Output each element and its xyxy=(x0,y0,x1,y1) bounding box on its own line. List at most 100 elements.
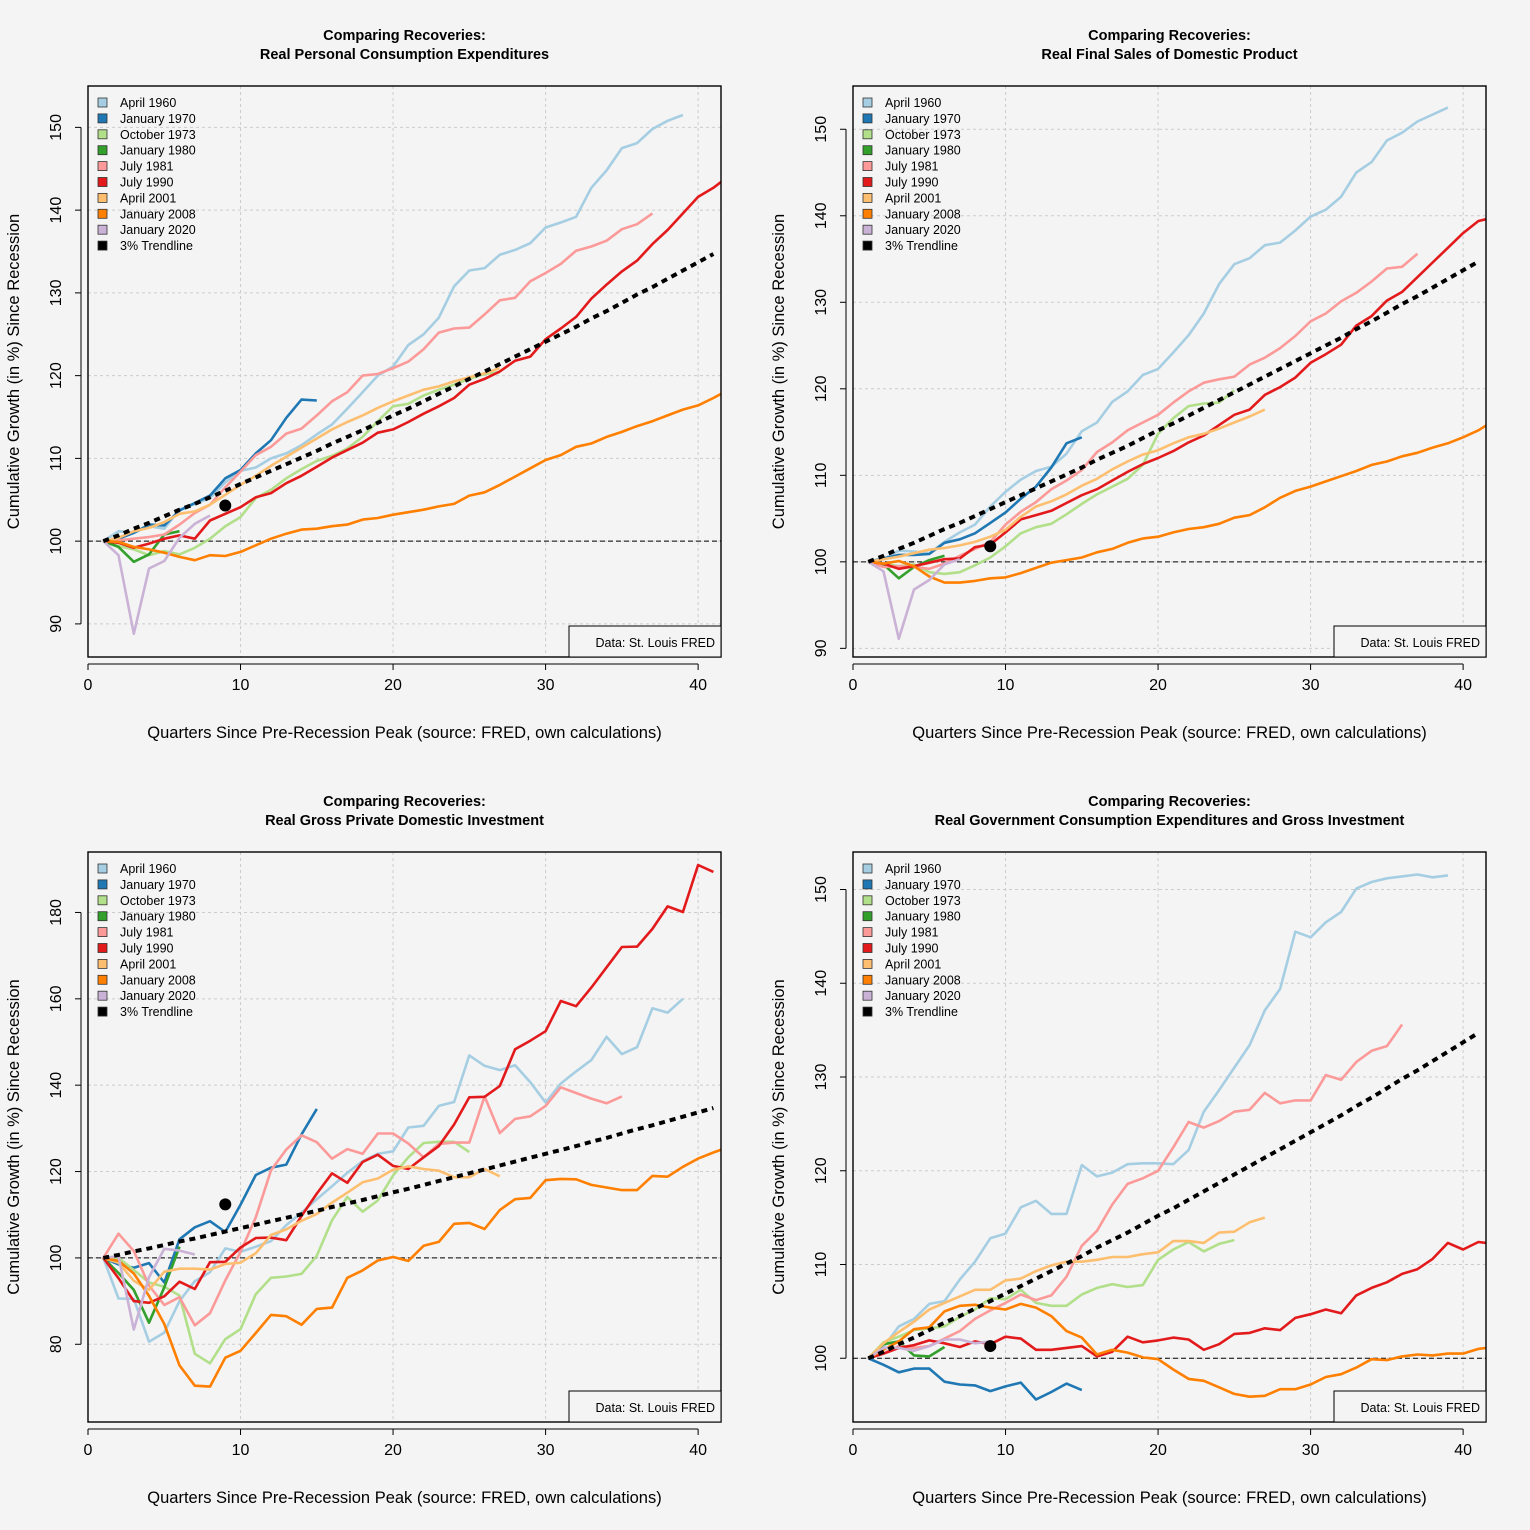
y-tick-label: 120 xyxy=(813,375,830,402)
y-tick-label: 100 xyxy=(48,1244,65,1271)
y-tick-label: 160 xyxy=(48,985,65,1012)
x-tick-label: 0 xyxy=(849,1442,858,1459)
legend-swatch-jul1990 xyxy=(97,943,108,953)
y-tick-label: 100 xyxy=(813,548,830,575)
x-axis: 0 10 20 30 40 xyxy=(84,663,707,694)
series-line-trend xyxy=(867,259,1480,564)
legend-swatch-jan1970 xyxy=(862,113,873,124)
legend-label-jan2020: January 2020 xyxy=(885,223,961,237)
legend-swatch-jul1981 xyxy=(97,161,108,172)
series-line-jul1990 xyxy=(102,863,714,1305)
legend-label-apr2001: April 2001 xyxy=(120,957,176,971)
y-tick-label: 120 xyxy=(48,1158,65,1185)
legend-label-jan2008: January 2008 xyxy=(885,207,961,221)
plot-frame xyxy=(87,851,722,1423)
series-line-jan1970 xyxy=(867,1357,1083,1401)
legend: April 1960 January 1970 October 1973 Januar… xyxy=(862,862,961,1019)
legend-label-apr1960: April 1960 xyxy=(885,862,941,876)
series-line-jan2008 xyxy=(103,392,721,562)
legend-label-apr1960: April 1960 xyxy=(120,96,176,110)
y-tick-label: 120 xyxy=(813,1157,830,1184)
legend-label-apr2001: April 2001 xyxy=(120,191,176,205)
legend-swatch-oct1973 xyxy=(862,895,873,906)
legend-label-jul1981: July 1981 xyxy=(885,926,939,940)
legend-label-jul1981: July 1981 xyxy=(885,160,939,174)
chart-subtitle: Real Gross Private Domestic Investment xyxy=(265,813,544,829)
y-tick-label: 110 xyxy=(813,462,830,488)
legend-swatch-oct1973 xyxy=(97,895,108,906)
x-tick-label: 0 xyxy=(849,677,858,694)
y-tick-label: 110 xyxy=(813,1252,830,1278)
series-group xyxy=(102,863,721,1388)
series-line-apr2001 xyxy=(103,366,501,543)
chart-title: Comparing Recoveries: xyxy=(1088,794,1251,810)
plot-frame xyxy=(852,85,1487,658)
x-tick-label: 30 xyxy=(1302,1442,1320,1459)
source-box xyxy=(1333,1390,1487,1423)
series-line-apr1960 xyxy=(867,873,1449,1360)
current-quarter-marker xyxy=(984,1340,997,1353)
chart-panel-4: Comparing Recoveries: Real Government Con… xyxy=(770,794,1487,1507)
series-line-jul1981 xyxy=(867,252,1419,571)
source-text: Data: St. Louis FRED xyxy=(1361,636,1481,650)
legend-swatch-jul1990 xyxy=(97,177,108,187)
legend: April 1960 January 1970 October 1973 Januar… xyxy=(97,862,196,1019)
x-axis-label: Quarters Since Pre-Recession Peak (sourc… xyxy=(147,1489,661,1507)
chart-title: Comparing Recoveries: xyxy=(1088,28,1251,44)
series-line-jul1990 xyxy=(868,217,1486,571)
x-tick-label: 40 xyxy=(1454,677,1472,694)
x-tick-label: 10 xyxy=(997,1442,1015,1459)
legend-swatch-apr2001 xyxy=(862,959,873,969)
legend-label-trend: 3% Trendline xyxy=(885,239,958,253)
y-tick-label: 140 xyxy=(813,202,830,229)
legend-label-jan2008: January 2008 xyxy=(120,973,196,987)
y-axis: 90 100 110 120 130 140 150 xyxy=(813,116,847,657)
y-tick-label: 100 xyxy=(48,528,65,555)
x-axis-label: Quarters Since Pre-Recession Peak (sourc… xyxy=(147,724,661,742)
source-box xyxy=(568,625,722,658)
source-annotation: Data: St. Louis FRED xyxy=(1333,1390,1487,1423)
y-tick-label: 180 xyxy=(48,899,65,926)
x-tick-label: 40 xyxy=(689,677,707,694)
legend-label-jul1990: July 1990 xyxy=(120,942,174,956)
legend-swatch-jul1981 xyxy=(862,927,873,937)
y-tick-label: 80 xyxy=(48,1335,65,1353)
legend-swatch-jan2008 xyxy=(97,974,108,985)
legend: April 1960 January 1970 October 1973 Januar… xyxy=(862,96,961,253)
legend-label-trend: 3% Trendline xyxy=(120,239,193,253)
legend-swatch-jan2020 xyxy=(97,224,108,235)
legend-label-jan1970: January 1970 xyxy=(120,878,196,892)
x-axis: 0 10 20 30 40 xyxy=(849,663,1472,694)
y-axis-label: Cumulative Growth (in %) Since Recession xyxy=(5,214,23,529)
x-tick-label: 20 xyxy=(1149,677,1167,694)
y-axis-label: Cumulative Growth (in %) Since Recession xyxy=(770,214,788,529)
series-line-jan2020 xyxy=(102,514,211,636)
source-text: Data: St. Louis FRED xyxy=(596,636,716,650)
source-box xyxy=(1333,625,1487,658)
legend-swatch-jan2020 xyxy=(862,224,873,235)
legend-label-jan1980: January 1980 xyxy=(120,144,196,158)
series-line-jan2008 xyxy=(103,1148,721,1388)
legend-label-apr1960: April 1960 xyxy=(120,862,176,876)
legend-label-jan1980: January 1980 xyxy=(885,144,961,158)
series-line-apr2001 xyxy=(868,408,1266,564)
legend-swatch-jan2008 xyxy=(862,974,873,985)
legend-label-oct1973: October 1973 xyxy=(120,894,196,908)
legend-swatch-apr1960 xyxy=(97,97,108,108)
plot-area xyxy=(853,86,1486,657)
legend-swatch-jan1980 xyxy=(97,145,108,156)
y-axis-label: Cumulative Growth (in %) Since Recession xyxy=(5,979,23,1294)
legend-label-apr2001: April 2001 xyxy=(885,957,941,971)
legend-swatch-jul1981 xyxy=(97,927,108,937)
x-axis-label: Quarters Since Pre-Recession Peak (sourc… xyxy=(912,1489,1426,1507)
plot-frame xyxy=(87,85,722,658)
series-line-jan2020 xyxy=(867,557,961,641)
series-group xyxy=(867,106,1486,641)
x-tick-label: 10 xyxy=(232,1442,250,1459)
legend-label-jan2008: January 2008 xyxy=(120,207,196,221)
y-axis: 90 100 110 120 130 140 150 xyxy=(48,114,82,633)
legend-label-jan2020: January 2020 xyxy=(885,989,961,1003)
source-box xyxy=(568,1390,722,1423)
legend-label-jan1980: January 1980 xyxy=(120,910,196,924)
legend-label-jan1980: January 1980 xyxy=(885,910,961,924)
